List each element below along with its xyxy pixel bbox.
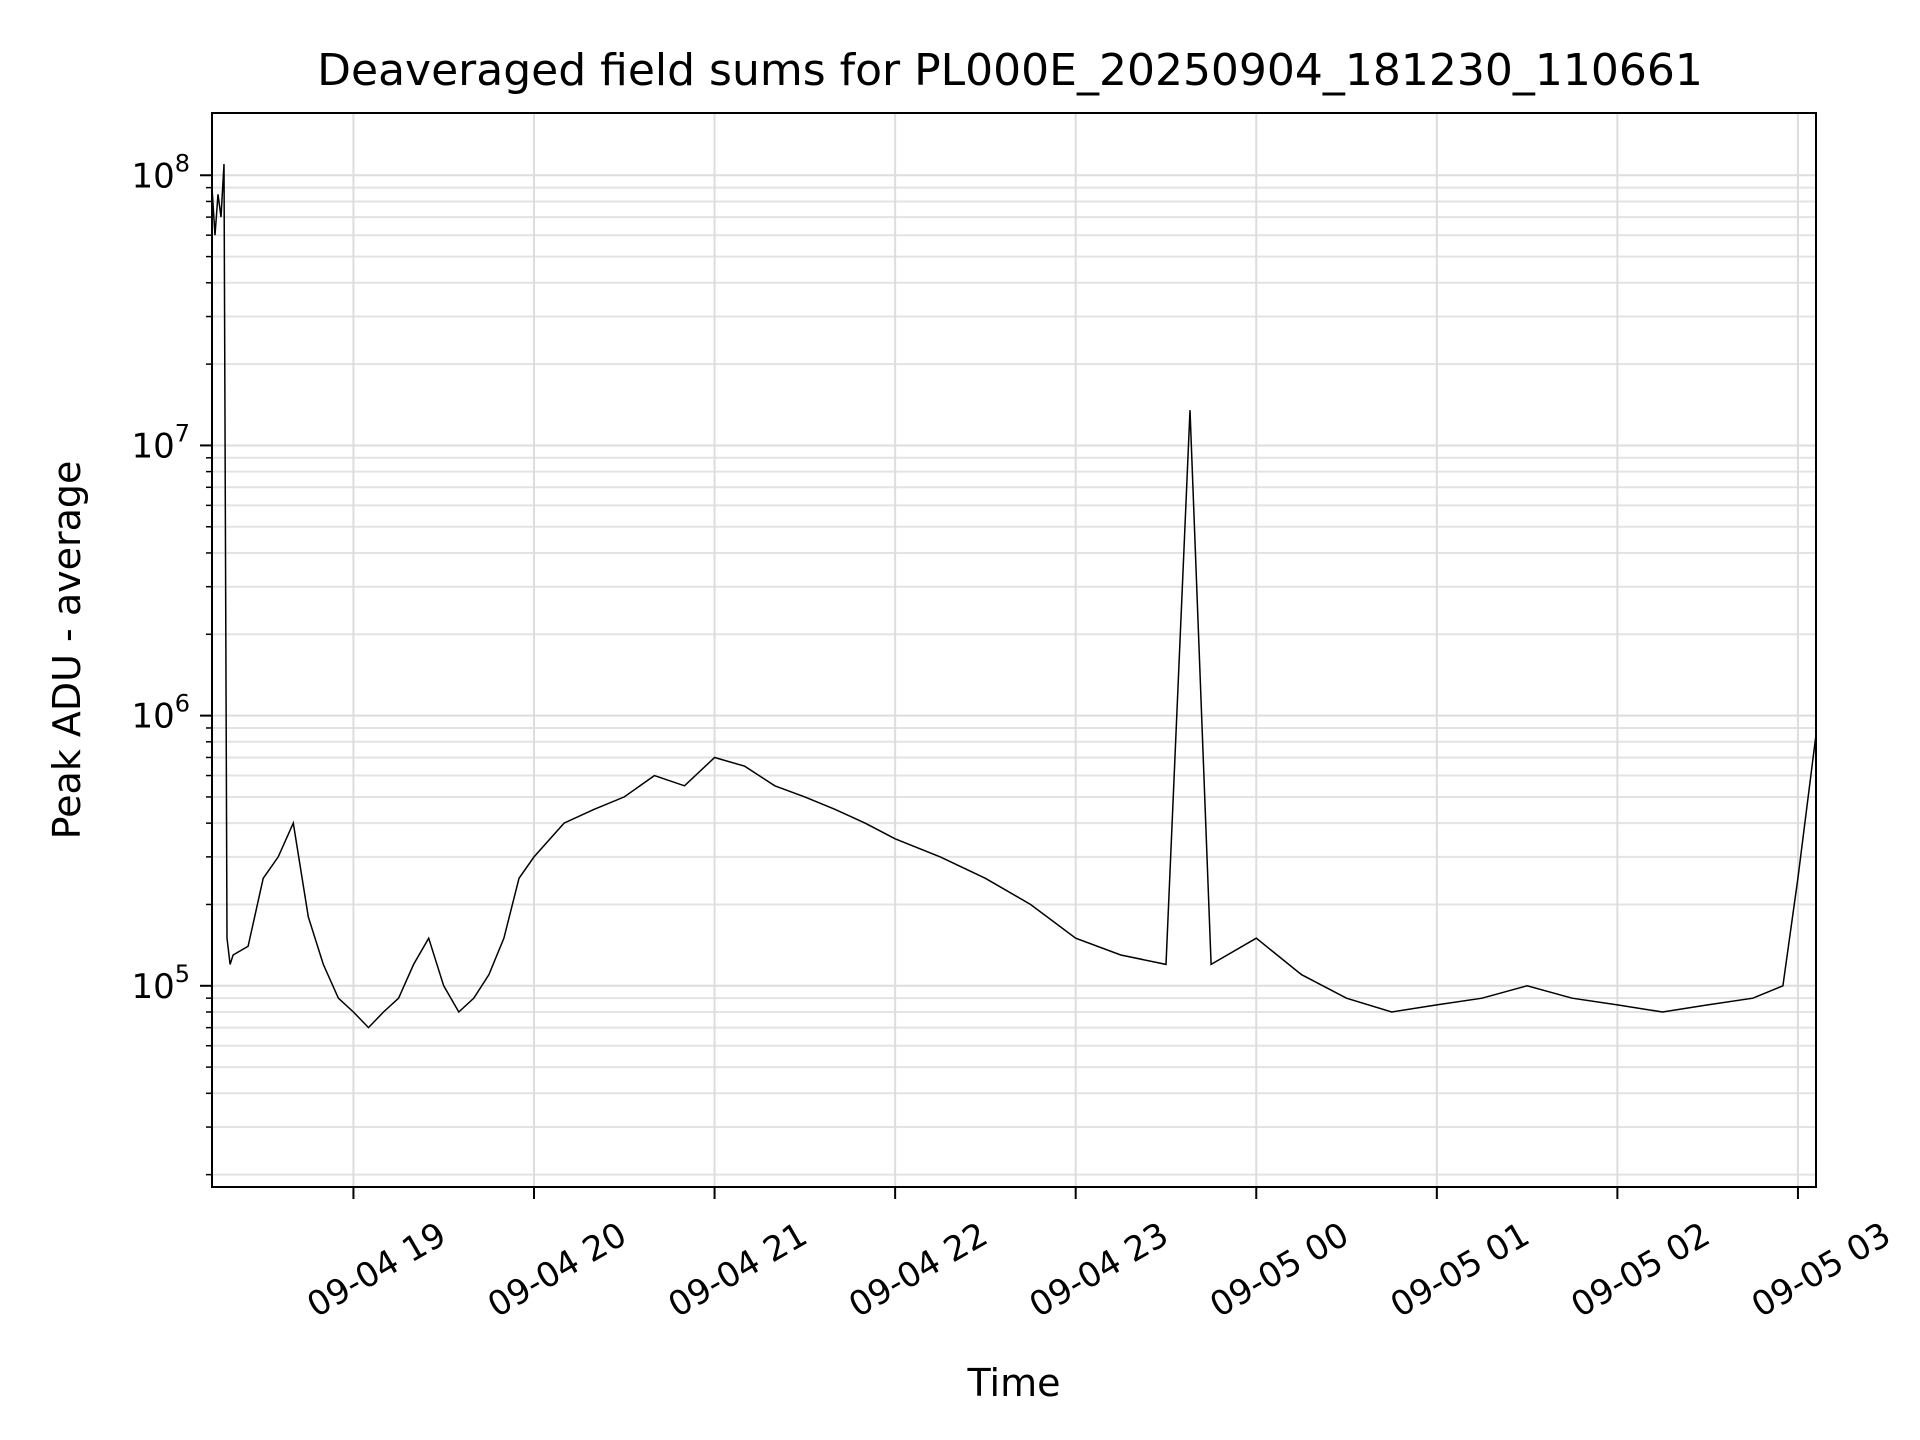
x-axis-label: Time xyxy=(967,1361,1061,1405)
y-tick-label: 107 xyxy=(131,419,190,466)
y-axis-label: Peak ADU - average xyxy=(45,461,89,840)
chart-title: Deaveraged field sums for PL000E_2025090… xyxy=(317,45,1703,96)
series-group xyxy=(211,164,1817,1029)
y-tick-label: 106 xyxy=(131,690,190,737)
plot-frame xyxy=(211,112,1817,1188)
y-axis: 105 106 107 108 xyxy=(131,149,212,1176)
grid-lines xyxy=(212,113,1816,1187)
y-tick-label: 108 xyxy=(131,149,190,196)
data-series-line xyxy=(211,164,1817,1029)
y-tick-label: 105 xyxy=(131,960,190,1007)
